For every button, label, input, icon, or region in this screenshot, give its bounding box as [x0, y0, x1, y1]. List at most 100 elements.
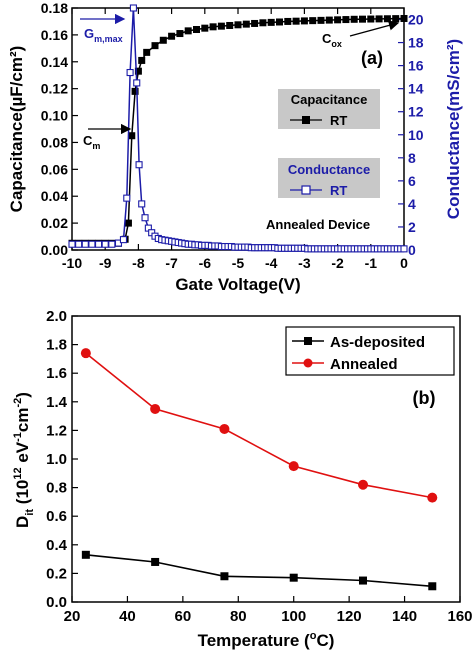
conductance-point	[135, 161, 143, 169]
capacitance-point	[284, 17, 292, 25]
conductance-point	[133, 79, 141, 87]
capacitance-point	[317, 16, 325, 24]
y-axis-title-b: Dit (1012 eV-1cm-2)	[12, 392, 36, 528]
conductance-point	[119, 236, 128, 244]
capacitance-point	[259, 19, 267, 27]
x-tick-label-b: 80	[230, 608, 247, 625]
y-tick-label-right-a: 8	[408, 150, 416, 166]
y-tick-label-left-a: 0.04	[41, 188, 68, 204]
y-tick-label-right-a: 18	[408, 35, 424, 51]
capacitance-point	[300, 17, 308, 25]
capacitance-point	[151, 42, 159, 50]
arrow-cox	[349, 20, 400, 37]
data-point-annealed	[427, 492, 438, 503]
x-tick-label-a: 0	[400, 255, 408, 271]
capacitance-point	[292, 17, 300, 25]
x-axis-b: 20 40 60 80 100 120 140 160	[64, 596, 473, 625]
y-tick-label-left-a: 0.00	[41, 242, 68, 258]
chart-panel-b: 20 40 60 80 100 120 140 160 0.0 0.2 0.4 0.6 0.8 1.0 1…	[12, 308, 473, 650]
capacitance-point	[334, 16, 342, 24]
x-tick-label-b: 160	[447, 608, 472, 625]
capacitance-point	[367, 15, 375, 23]
y-tick-label-right-a: 16	[408, 58, 424, 74]
data-point-as-deposited	[359, 576, 367, 585]
data-point-annealed	[219, 423, 230, 434]
capacitance-point	[375, 15, 383, 23]
x-axis-title-a: Gate Voltage(V)	[175, 275, 300, 294]
y-tick-label-right-a: 4	[408, 196, 416, 212]
y-tick-label-left-a: 0.10	[41, 108, 68, 124]
y-axis-right-title-a: Conductance(mS/cm²)	[444, 39, 463, 219]
conductance-point	[126, 68, 134, 77]
capacitance-point	[134, 67, 142, 75]
y-axis-left-title-a: Capacitance(µF/cm²)	[7, 46, 26, 213]
capacitance-point	[242, 20, 250, 28]
series-conductance	[68, 4, 408, 253]
x-tick-label-b: 40	[119, 608, 136, 625]
y-tick-label-right-a: 6	[408, 173, 416, 189]
y-tick-label-b: 1.0	[46, 451, 67, 468]
capacitance-point	[325, 16, 333, 24]
legend-b-entry-0: As-deposited	[330, 334, 425, 351]
capacitance-point	[128, 132, 136, 140]
conductance-point	[108, 240, 116, 248]
capacitance-point	[176, 30, 184, 38]
x-tick-label-a: -7	[165, 255, 178, 271]
data-point-annealed	[358, 479, 368, 490]
legend-b-entry-1: Annealed	[330, 356, 398, 373]
conductance-point	[75, 240, 83, 248]
x-tick-label-a: -10	[62, 255, 82, 271]
x-tick-label-a: -2	[331, 255, 344, 271]
conductance-point	[129, 4, 137, 12]
data-point-as-deposited	[81, 550, 90, 559]
capacitance-point	[309, 17, 317, 25]
y-tick-label-right-a: 10	[408, 127, 424, 143]
y-tick-label-left-a: 0.14	[41, 54, 68, 70]
y-tick-label-b: 0.2	[46, 565, 67, 582]
capacitance-point	[359, 15, 366, 23]
x-axis-a: -10 -9 -8 -7 -6 -5 -4 -3 -2 -1 0	[62, 8, 408, 271]
capacitance-point	[251, 19, 259, 27]
data-point-as-deposited	[220, 572, 229, 581]
legend-capacitance-entry: RT	[330, 113, 347, 128]
capacitance-point	[143, 48, 151, 56]
x-tick-label-a: -8	[132, 255, 145, 271]
conductance-point	[88, 240, 96, 248]
x-tick-label-b: 120	[337, 608, 362, 625]
data-point-annealed	[80, 348, 91, 359]
y-tick-label-left-a: 0.06	[41, 161, 68, 177]
conductance-point	[95, 240, 103, 248]
legend-conductance-title: Conductance	[288, 162, 370, 177]
capacitance-point	[267, 18, 275, 26]
capacitance-point	[131, 87, 139, 95]
y-tick-label-left-a: 0.16	[41, 27, 68, 43]
y-tick-label-b: 0.4	[46, 537, 68, 554]
conductance-point	[400, 245, 408, 253]
x-tick-label-a: -1	[365, 255, 378, 271]
y-tick-label-right-a: 14	[408, 81, 424, 97]
conductance-point	[141, 214, 149, 222]
capacitance-point	[234, 21, 242, 29]
y-tick-label-b: 0.6	[46, 508, 67, 525]
x-tick-label-a: -5	[232, 255, 245, 271]
capacitance-point	[350, 15, 358, 23]
annotation-cm: Cm	[83, 133, 100, 151]
x-tick-label-a: -3	[298, 255, 311, 271]
legend-conductance-entry: RT	[330, 183, 347, 198]
y-tick-label-left-a: 0.02	[41, 215, 68, 231]
capacitance-point	[400, 14, 408, 22]
capacitance-point	[201, 24, 209, 32]
data-point-as-deposited	[151, 557, 160, 566]
conductance-point	[101, 240, 109, 248]
y-tick-label-right-a: 2	[408, 219, 416, 235]
legend-b: As-deposited Annealed	[285, 326, 455, 376]
y-tick-label-b: 1.6	[46, 365, 67, 382]
data-point-annealed	[288, 461, 299, 472]
y-tick-label-b: 1.4	[46, 394, 68, 411]
y-axis-left-a: 0.00 0.02 0.04 0.06 0.08 0.10 0.12 0.14 0.16 0.18	[41, 0, 78, 258]
x-tick-label-a: -6	[199, 255, 212, 271]
x-tick-label-a: -9	[99, 255, 112, 271]
capacitance-point	[342, 16, 350, 24]
capacitance-point	[276, 18, 283, 26]
